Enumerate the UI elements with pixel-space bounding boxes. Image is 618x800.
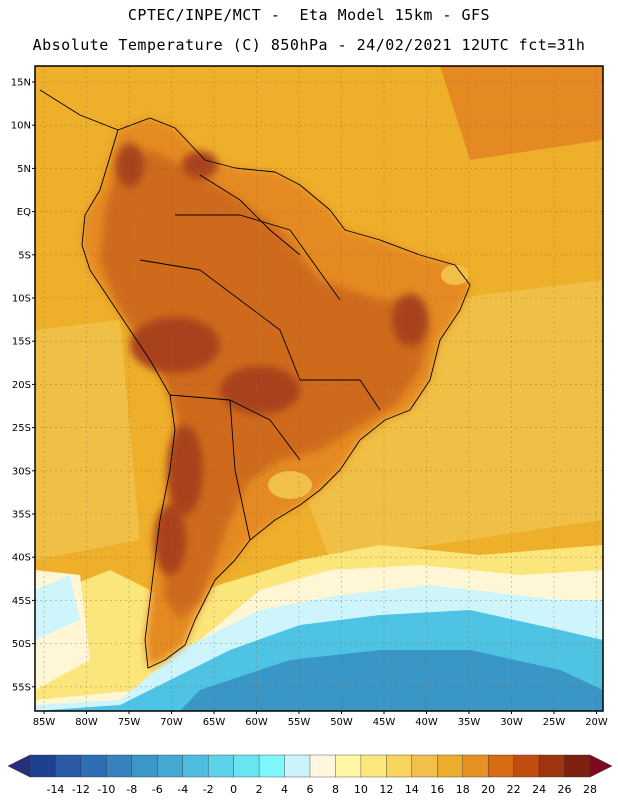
lat-label: 15S bbox=[12, 337, 31, 348]
colorbar-swatch bbox=[462, 754, 489, 778]
colorbar-swatch bbox=[157, 754, 184, 778]
colorbar-label: -4 bbox=[177, 783, 188, 796]
coastlines-and-borders bbox=[39, 89, 471, 669]
lon-label: 20W bbox=[585, 717, 608, 728]
colorbar-label: 4 bbox=[281, 783, 288, 796]
lon-label: 55W bbox=[288, 717, 311, 728]
lat-label: EQ bbox=[17, 207, 31, 218]
colorbar-swatch bbox=[513, 754, 540, 778]
ne-coast-cool bbox=[441, 265, 469, 285]
lon-label: 80W bbox=[75, 717, 98, 728]
colorbar-swatch bbox=[29, 754, 56, 778]
lat-label: 20S bbox=[12, 380, 31, 391]
lat-label: 45S bbox=[12, 596, 31, 607]
colorbar-label: -10 bbox=[97, 783, 115, 796]
colorbar-swatch bbox=[360, 754, 387, 778]
lon-label: 40W bbox=[415, 717, 438, 728]
colorbar: -14 -12 -10 -8 -6 -4 -2 0 2 4 6 8 10 12 14 16 18 20 22 24 26… bbox=[7, 754, 613, 796]
colorbar-label: 20 bbox=[481, 783, 495, 796]
colorbar-label: 16 bbox=[430, 783, 444, 796]
lat-label: 30S bbox=[12, 466, 31, 477]
lat-label: 10S bbox=[12, 294, 31, 305]
lon-label: 70W bbox=[160, 717, 183, 728]
colorbar-label: -12 bbox=[72, 783, 90, 796]
land-hottest-cores bbox=[116, 143, 428, 575]
colorbar-swatch bbox=[437, 754, 464, 778]
subtropical-band bbox=[35, 280, 603, 560]
map-title-line2: Absolute Temperature (C) 850hPa - 24/02/… bbox=[32, 36, 586, 54]
lat-label: 50S bbox=[12, 639, 31, 650]
colorbar-label: 24 bbox=[532, 783, 546, 796]
colorbar-label: 22 bbox=[507, 783, 521, 796]
colorbar-label: 12 bbox=[379, 783, 393, 796]
colorbar-swatch bbox=[564, 754, 591, 778]
colorbar-swatch bbox=[80, 754, 107, 778]
lon-label: 45W bbox=[373, 717, 396, 728]
colorbar-label: 10 bbox=[354, 783, 368, 796]
colorbar-label: 6 bbox=[307, 783, 314, 796]
colorbar-label: 2 bbox=[256, 783, 263, 796]
colorbar-label: 18 bbox=[456, 783, 470, 796]
colorbar-swatch bbox=[233, 754, 260, 778]
colorbar-label: 0 bbox=[230, 783, 237, 796]
colorbar-swatch bbox=[106, 754, 133, 778]
north-east-warm-patch bbox=[440, 66, 603, 160]
lat-label: 15N bbox=[11, 78, 31, 89]
colorbar-label: 14 bbox=[405, 783, 419, 796]
lat-label: 40S bbox=[12, 553, 31, 564]
colorbar-label: -14 bbox=[46, 783, 64, 796]
colorbar-swatch bbox=[284, 754, 311, 778]
lon-label: 30W bbox=[500, 717, 523, 728]
colorbar-swatch bbox=[335, 754, 362, 778]
lon-label: 60W bbox=[245, 717, 268, 728]
lat-label: 25S bbox=[12, 423, 31, 434]
colorbar-swatch bbox=[538, 754, 566, 778]
temperature-field bbox=[35, 66, 603, 711]
colorbar-swatch bbox=[207, 754, 235, 778]
colorbar-swatch bbox=[309, 754, 336, 778]
colorbar-swatch bbox=[386, 754, 413, 778]
colorbar-min-arrow bbox=[7, 754, 31, 778]
colorbar-label: -8 bbox=[126, 783, 137, 796]
map-frame bbox=[34, 65, 604, 712]
south-band-deep-blue bbox=[180, 650, 603, 711]
lat-label: 55S bbox=[12, 682, 31, 693]
lon-label: 50W bbox=[330, 717, 353, 728]
longitude-labels: 85W 80W 75W 70W 65W 60W 55W 50W 45W 40W 35W 30W 25W 2… bbox=[33, 711, 608, 728]
colorbar-label: -2 bbox=[203, 783, 214, 796]
latitude-labels: 15N 10N 5N EQ 5S 10S 15S 20S 25S 30S 35S 40S 45S 50S 5… bbox=[11, 78, 35, 693]
lon-label: 75W bbox=[118, 717, 141, 728]
colorbar-label: 26 bbox=[558, 783, 572, 796]
lon-label: 35W bbox=[458, 717, 481, 728]
lon-label: 65W bbox=[203, 717, 226, 728]
lat-label: 35S bbox=[12, 510, 31, 521]
colorbar-swatch bbox=[411, 754, 438, 778]
lat-label: 10N bbox=[11, 121, 31, 132]
lat-label: 5N bbox=[17, 164, 31, 175]
colorbar-swatch bbox=[258, 754, 286, 778]
colorbar-max-arrow bbox=[589, 754, 613, 778]
colorbar-label: -6 bbox=[152, 783, 163, 796]
colorbar-swatch bbox=[487, 754, 515, 778]
colorbar-swatch bbox=[55, 754, 82, 778]
colorbar-label: 28 bbox=[583, 783, 597, 796]
colorbar-swatch bbox=[182, 754, 209, 778]
lon-label: 85W bbox=[33, 717, 56, 728]
colorbar-swatch bbox=[131, 754, 158, 778]
map-title-line1: CPTEC/INPE/MCT - Eta Model 15km - GFS bbox=[127, 6, 491, 24]
rio-de-la-plata-cool bbox=[268, 471, 312, 499]
colorbar-label: 8 bbox=[332, 783, 339, 796]
lat-label: 5S bbox=[18, 250, 31, 261]
lon-label: 25W bbox=[543, 717, 566, 728]
